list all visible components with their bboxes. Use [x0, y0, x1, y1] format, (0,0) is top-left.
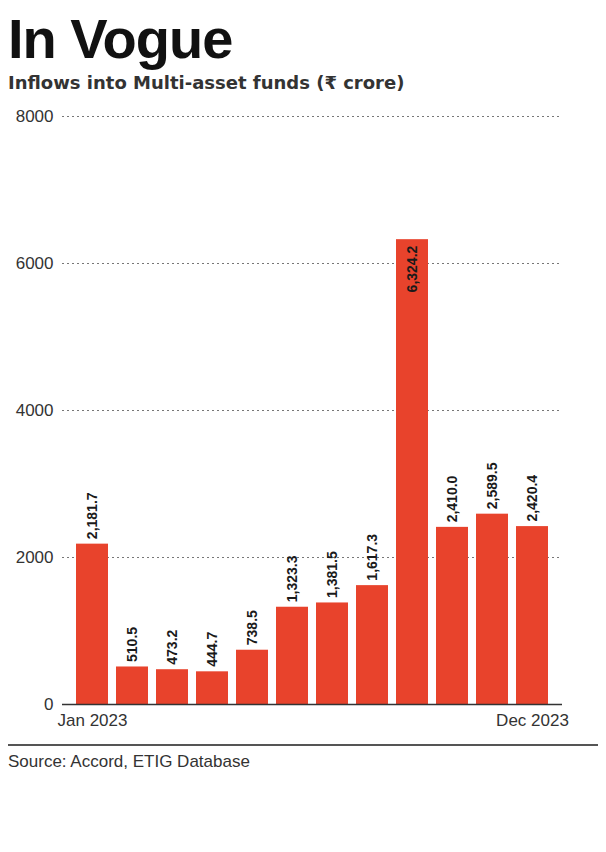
svg-text:2,181.7: 2,181.7 — [84, 492, 100, 539]
svg-text:1,323.3: 1,323.3 — [284, 555, 300, 602]
svg-text:473.2: 473.2 — [164, 629, 180, 664]
html-text:Source: Accord, ETIG Database: Source: Accord, ETIG Database — [8, 752, 250, 771]
svg-text:2,420.4: 2,420.4 — [524, 475, 540, 522]
svg-text:1,617.3: 1,617.3 — [364, 534, 380, 581]
svg-text:738.5: 738.5 — [244, 610, 260, 645]
svg-text:2000: 2000 — [16, 548, 54, 567]
svg-text:510.5: 510.5 — [124, 627, 140, 662]
html-text:Inflows into Multi-asset funds: Inflows into Multi-asset funds (₹ crore) — [8, 72, 405, 93]
svg-text:2,410.0: 2,410.0 — [444, 475, 460, 522]
svg-text:6000: 6000 — [16, 254, 54, 273]
svg-text:1,381.5: 1,381.5 — [324, 551, 340, 598]
svg-text:444.7: 444.7 — [204, 632, 220, 667]
svg-text:4000: 4000 — [16, 401, 54, 420]
svg-text:Jan 2023: Jan 2023 — [58, 711, 128, 730]
svg-text:8000: 8000 — [16, 107, 54, 126]
svg-text:6,324.2: 6,324.2 — [404, 245, 420, 292]
html-text:In Vogue: In Vogue — [8, 7, 233, 70]
svg-text:Dec 2023: Dec 2023 — [496, 711, 569, 730]
svg-text:2,589.5: 2,589.5 — [484, 462, 500, 509]
svg-text:0: 0 — [44, 695, 53, 714]
